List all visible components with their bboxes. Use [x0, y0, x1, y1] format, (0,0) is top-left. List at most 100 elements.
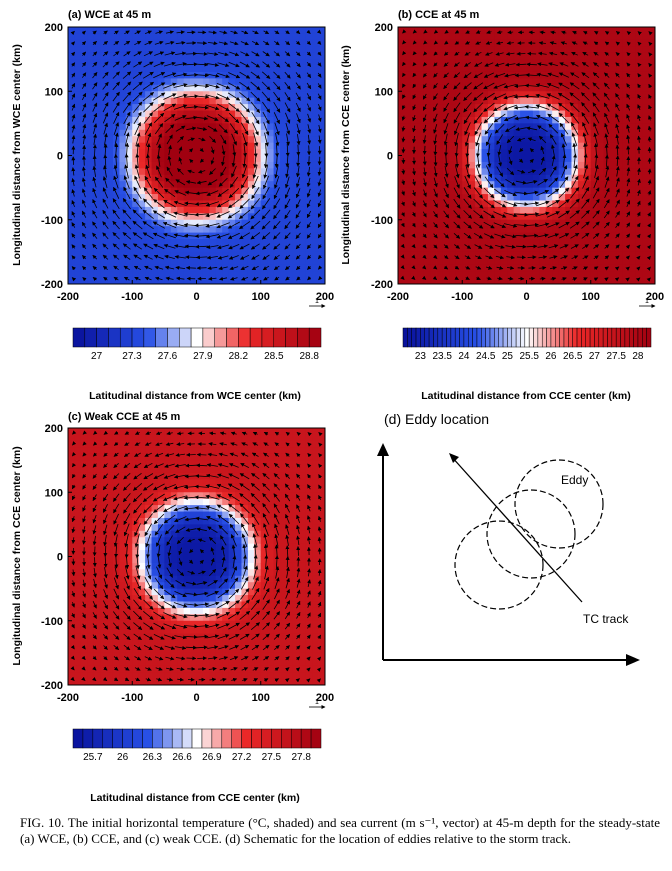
- field-cell: [558, 97, 566, 105]
- current-vector: [306, 199, 311, 208]
- field-cell: [436, 245, 444, 253]
- field-cell: [616, 97, 624, 105]
- field-cell: [74, 123, 82, 131]
- field-cell: [106, 492, 114, 500]
- current-vector: [102, 71, 109, 79]
- current-vector: [124, 164, 129, 179]
- field-cell: [260, 258, 268, 266]
- field-cell: [254, 200, 262, 208]
- field-cell: [642, 200, 649, 208]
- field-cell: [196, 277, 204, 285]
- colorbar-swatch: [502, 327, 508, 348]
- field-cell: [177, 97, 185, 105]
- field-cell: [312, 264, 319, 272]
- field-cell: [177, 149, 185, 156]
- current-vector: [250, 198, 261, 210]
- current-vector: [71, 244, 76, 249]
- current-vector: [142, 91, 154, 102]
- field-cell: [629, 149, 637, 156]
- ylabel-wce: Longitudinal distance from WCE center (k…: [11, 44, 23, 266]
- current-vector: [173, 72, 188, 77]
- colorbar-swatch: [308, 327, 322, 348]
- field-cell: [106, 640, 114, 647]
- field-cell: [254, 46, 262, 54]
- field-cell: [280, 129, 287, 137]
- field-cell: [125, 434, 133, 442]
- current-vector: [92, 154, 97, 167]
- current-vector: [317, 83, 322, 89]
- current-vector: [132, 101, 143, 113]
- field-cell: [74, 485, 82, 493]
- current-vector: [163, 72, 177, 78]
- colorbar-tick-label: 26.5: [563, 351, 583, 362]
- field-cell: [74, 226, 82, 233]
- field-cell: [100, 194, 107, 201]
- field-cell: [222, 110, 230, 118]
- field-cell: [132, 245, 140, 253]
- field-cell: [93, 530, 101, 538]
- current-vector: [263, 175, 269, 190]
- field-cell: [468, 168, 476, 176]
- field-cell: [119, 194, 127, 201]
- current-vector: [102, 254, 109, 260]
- field-cell: [68, 492, 75, 500]
- field-cell: [552, 271, 560, 278]
- current-vector: [284, 198, 291, 209]
- current-vector: [231, 154, 236, 168]
- field-cell: [417, 155, 425, 163]
- field-cell: [430, 59, 437, 66]
- field-cell: [235, 142, 242, 150]
- field-cell: [235, 110, 242, 118]
- current-vector: [206, 245, 219, 249]
- field-cell: [183, 219, 191, 227]
- field-cell: [539, 187, 547, 195]
- field-cell: [106, 652, 114, 660]
- field-cell: [260, 194, 268, 201]
- field-cell: [616, 271, 624, 278]
- field-cell: [494, 78, 502, 86]
- field-cell: [106, 485, 114, 493]
- x-tick-label: 100: [582, 291, 600, 303]
- field-cell: [228, 226, 236, 233]
- field-cell: [254, 187, 262, 195]
- field-cell: [93, 52, 101, 60]
- field-cell: [642, 174, 649, 182]
- field-cell: [532, 239, 540, 246]
- current-vector: [185, 51, 198, 56]
- field-cell: [100, 226, 107, 233]
- field-cell: [610, 194, 617, 201]
- field-cell: [157, 116, 165, 124]
- field-cell: [151, 200, 159, 208]
- field-cell: [629, 161, 637, 169]
- field-cell: [93, 251, 101, 259]
- field-cell: [558, 65, 566, 73]
- current-vector: [92, 232, 98, 239]
- field-cell: [138, 665, 146, 673]
- field-cell: [228, 277, 236, 285]
- current-vector: [134, 40, 142, 46]
- field-cell: [100, 97, 107, 105]
- field-cell: [260, 97, 268, 105]
- current-vector: [295, 92, 301, 101]
- field-cell: [235, 168, 242, 176]
- current-vector: [273, 220, 281, 230]
- field-cell: [616, 194, 624, 201]
- current-vector: [262, 61, 271, 68]
- current-vector: [142, 221, 154, 230]
- field-cell: [590, 271, 598, 278]
- field-cell: [267, 251, 274, 259]
- y-tick-label: 0: [387, 151, 393, 163]
- current-vector: [173, 104, 188, 110]
- field-cell: [106, 155, 114, 163]
- field-cell: [177, 142, 185, 150]
- field-cell: [241, 245, 249, 253]
- current-vector: [122, 81, 132, 91]
- field-cell: [222, 65, 230, 73]
- y-tick-label: 200: [45, 22, 63, 34]
- field-cell: [132, 659, 140, 667]
- field-cell: [577, 155, 585, 163]
- field-cell: [584, 46, 592, 54]
- field-cell: [610, 239, 617, 246]
- current-vector: [296, 134, 301, 146]
- field-cell: [74, 71, 82, 79]
